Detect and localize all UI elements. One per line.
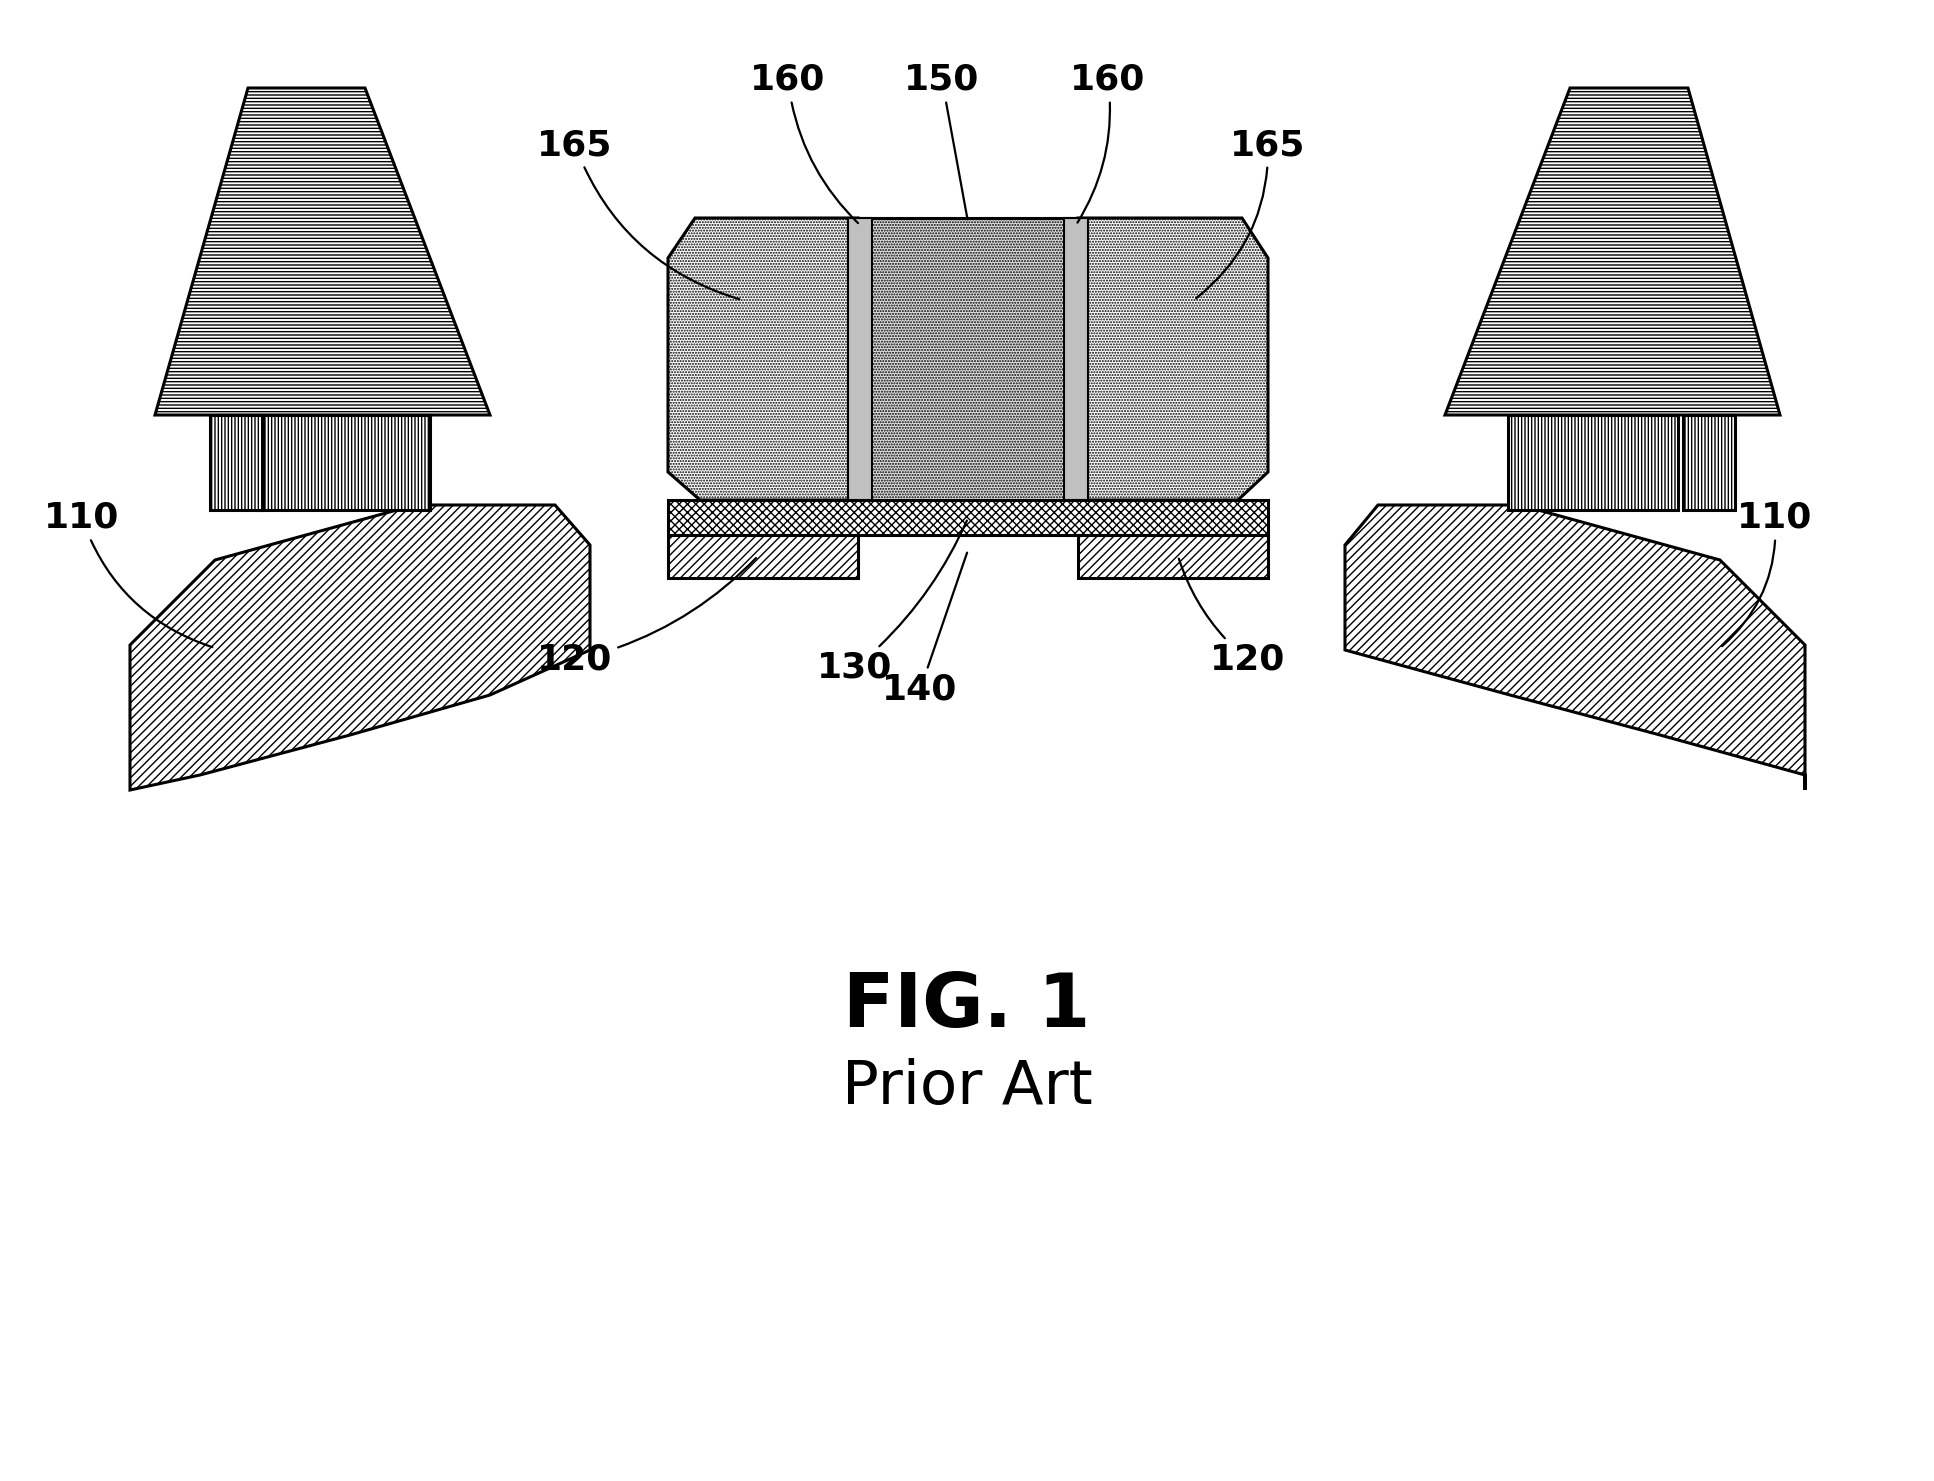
Polygon shape — [1344, 505, 1804, 789]
Text: FIG. 1: FIG. 1 — [843, 970, 1091, 1043]
Text: 110: 110 — [44, 501, 213, 647]
Polygon shape — [257, 415, 429, 509]
Text: 130: 130 — [818, 520, 967, 686]
Text: 110: 110 — [1721, 501, 1812, 646]
Polygon shape — [211, 415, 263, 509]
Polygon shape — [667, 501, 1269, 535]
Polygon shape — [847, 218, 872, 501]
Polygon shape — [1064, 218, 1089, 501]
Polygon shape — [1509, 415, 1679, 509]
Polygon shape — [1077, 218, 1269, 501]
Polygon shape — [667, 218, 859, 501]
Polygon shape — [859, 218, 1077, 501]
Polygon shape — [1445, 87, 1779, 415]
Text: 165: 165 — [1197, 127, 1305, 298]
Text: 140: 140 — [882, 552, 967, 706]
Text: Prior Art: Prior Art — [841, 1057, 1093, 1117]
Text: 120: 120 — [1180, 558, 1286, 677]
Polygon shape — [1683, 415, 1735, 509]
Text: 160: 160 — [1070, 64, 1145, 222]
Text: 150: 150 — [905, 64, 981, 219]
Polygon shape — [1077, 535, 1269, 578]
Text: 165: 165 — [538, 127, 739, 299]
Text: 120: 120 — [538, 558, 756, 677]
Polygon shape — [130, 505, 590, 789]
Text: 160: 160 — [750, 64, 859, 224]
Polygon shape — [155, 87, 489, 415]
Polygon shape — [667, 535, 859, 578]
